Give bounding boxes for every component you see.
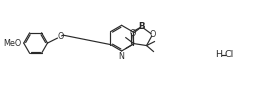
Text: MeO: MeO	[4, 39, 22, 48]
Text: O: O	[130, 29, 136, 38]
Text: H: H	[215, 50, 222, 59]
Text: N: N	[119, 52, 124, 62]
Text: O: O	[57, 32, 63, 41]
Text: O: O	[149, 30, 156, 39]
Text: B: B	[138, 22, 145, 31]
Text: Cl: Cl	[225, 50, 234, 59]
